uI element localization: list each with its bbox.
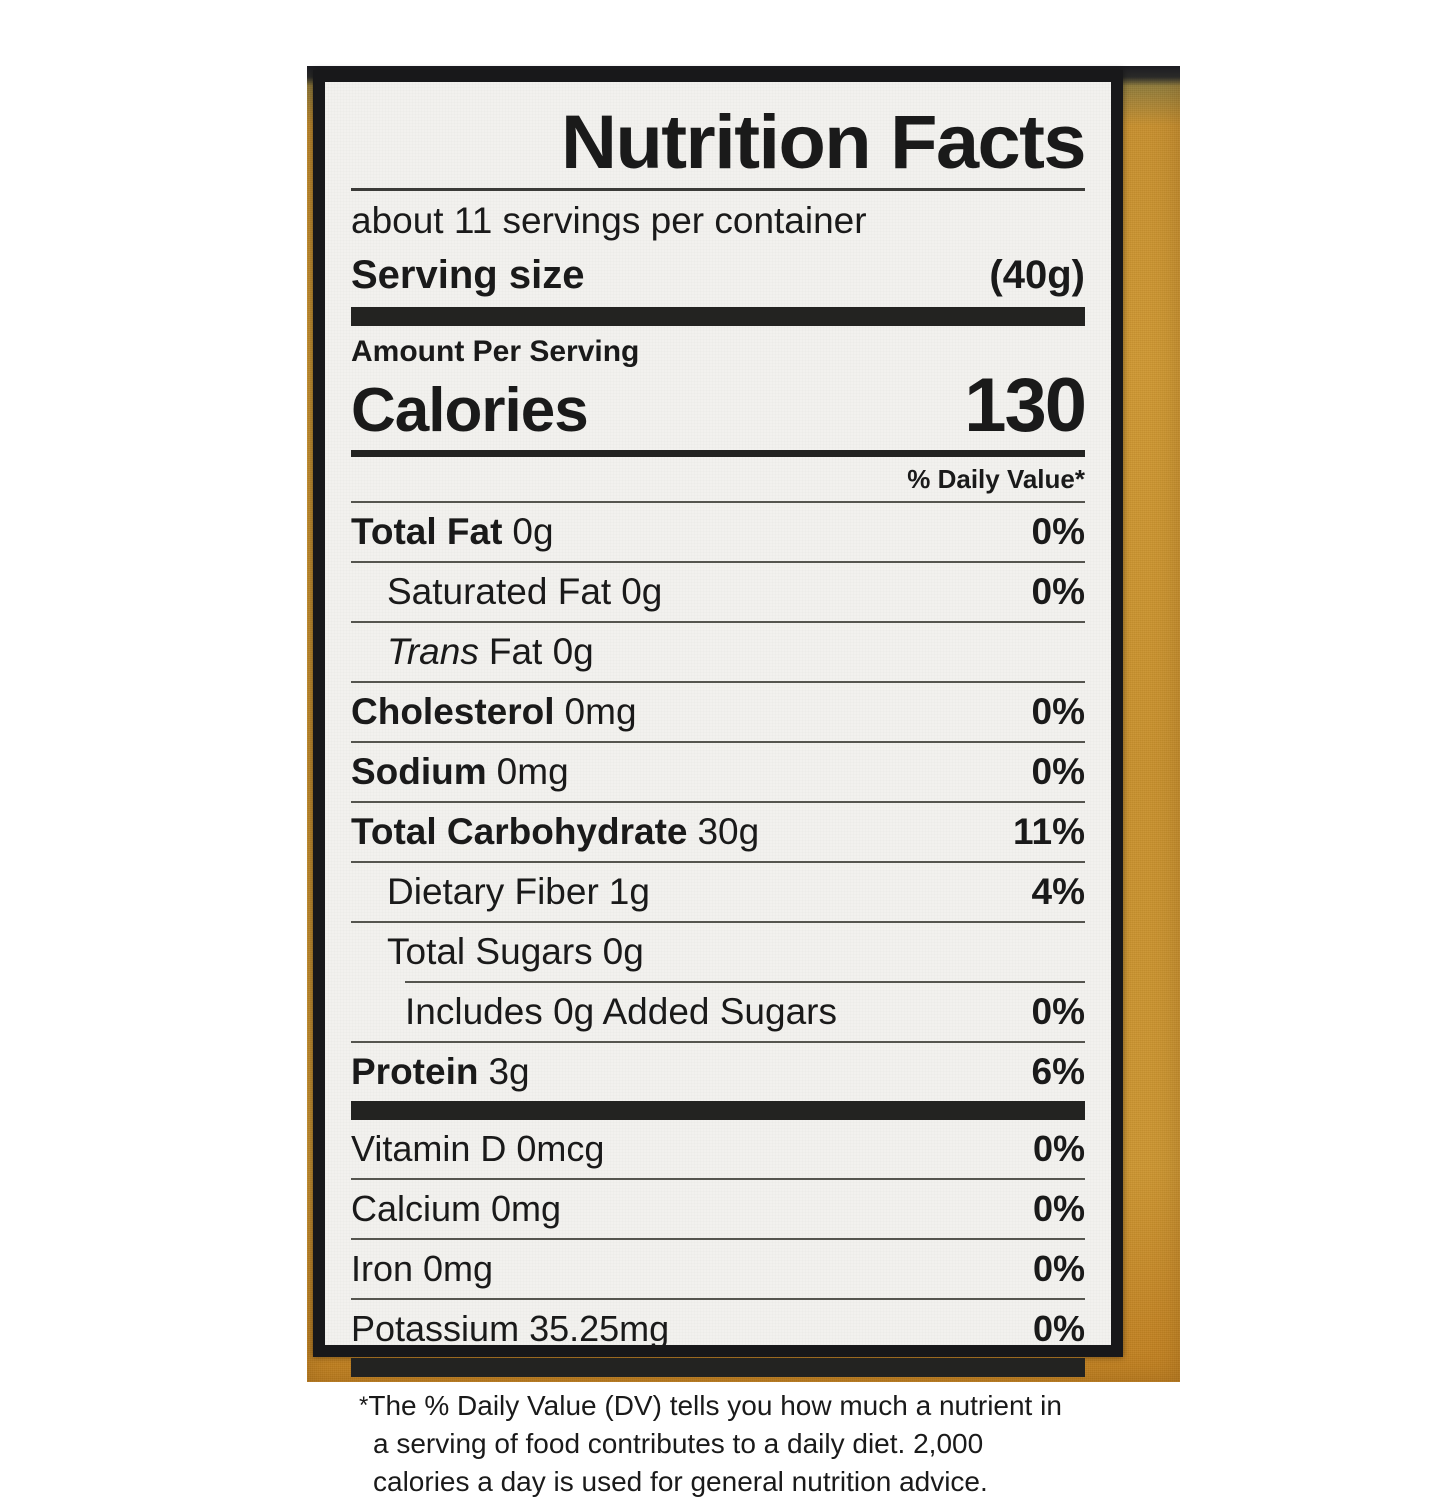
nutrient-row-saturated-fat: Saturated Fat 0g 0% [351,563,1085,621]
nutrient-name: Saturated Fat [387,571,612,612]
nutrient-amount: 1g [608,871,650,912]
nutrient-row-total-fat: Total Fat 0g 0% [351,503,1085,561]
nutrient-dv: 0% [1031,571,1085,612]
nutrient-amount: 0g [512,511,554,552]
divider-indented [405,981,1085,983]
micronutrient-row-iron: Iron 0mg 0% [351,1240,1085,1298]
micronutrient-name: Iron 0mg [351,1248,494,1289]
nutrient-name: Protein [351,1051,479,1092]
page-title: Nutrition Facts [560,100,1087,185]
nutrient-name: Sodium [351,751,487,792]
micronutrient-row-calcium: Calcium 0mg 0% [351,1180,1085,1238]
footnote-text: The % Daily Value (DV) tells you how muc… [368,1390,1062,1497]
servings-per-container: about 11 servings per container [351,200,867,241]
micronutrient-dv: 0% [1032,1128,1085,1169]
divider-under-protein [351,1101,1085,1120]
nutrient-row-total-sugars: Total Sugars 0g [351,923,1085,981]
nutrient-name: Includes 0g Added Sugars [405,991,837,1032]
divider [351,1041,1085,1043]
divider [351,1298,1085,1300]
nutrient-dv: 0% [1031,751,1085,792]
nutrient-row-added-sugars: Includes 0g Added Sugars 0% [351,983,1085,1041]
nutrient-dv: 4% [1031,871,1085,912]
daily-value-footnote: *The % Daily Value (DV) tells you how mu… [359,1377,1085,1501]
nutrient-amount: 0g [602,931,644,972]
divider [351,861,1085,863]
micronutrient-name: Potassium 35.25mg [351,1308,670,1349]
serving-size-value: (40g) [989,253,1085,297]
micronutrient-row-potassium: Potassium 35.25mg 0% [351,1300,1085,1358]
nutrient-amount: 0g [621,571,663,612]
micronutrient-row-vitamin-d: Vitamin D 0mcg 0% [351,1120,1085,1178]
nutrient-dv: 0% [1031,691,1085,732]
nutrient-row-total-carbohydrate: Total Carbohydrate 30g 11% [351,803,1085,861]
nutrition-facts-panel: Nutrition Facts about 11 servings per co… [313,70,1123,1497]
divider [351,801,1085,803]
divider-under-calories [351,450,1085,457]
divider-under-dv-header [351,501,1085,503]
divider-above-footnote [351,1358,1085,1377]
divider-under-title [351,188,1085,191]
divider [351,681,1085,683]
serving-size-row: Serving size (40g) [351,249,1085,307]
nutrient-name: Trans [387,631,479,672]
divider [351,1178,1085,1180]
calories-label: Calories [351,376,589,445]
amount-per-serving-label: Amount Per Serving [351,335,640,368]
divider [351,561,1085,563]
micronutrient-name: Vitamin D 0mcg [351,1128,605,1169]
nutrient-amount: 0mg [496,751,569,792]
nutrient-dv: 0% [1031,991,1085,1032]
micronutrient-dv: 0% [1032,1188,1085,1229]
calories-row: Calories 130 [351,363,1087,450]
footnote-asterisk: * [359,1392,369,1419]
nutrient-row-sodium: Sodium 0mg 0% [351,743,1085,801]
divider [351,1238,1085,1240]
divider [351,621,1085,623]
nutrient-name: Cholesterol [351,691,555,732]
divider [351,921,1085,923]
nutrient-row-protein: Protein 3g 6% [351,1043,1085,1101]
nutrient-name: Total Fat [351,511,503,552]
serving-size-label: Serving size [351,253,585,297]
divider [351,741,1085,743]
nutrient-amount: 30g [697,811,760,852]
nutrient-row-cholesterol: Cholesterol 0mg 0% [351,683,1085,741]
nutrient-name: Total Carbohydrate [351,811,688,852]
nutrient-row-dietary-fiber: Dietary Fiber 1g 4% [351,863,1085,921]
divider-under-serving-size [351,307,1085,326]
nutrient-name: Dietary Fiber [387,871,599,912]
nutrient-row-trans-fat: Trans Fat 0g [351,623,1085,681]
micronutrient-dv: 0% [1032,1308,1085,1349]
nutrient-name: Total Sugars [387,931,593,972]
micronutrient-name: Calcium 0mg [351,1188,562,1229]
nutrient-dv: 6% [1031,1051,1085,1092]
daily-value-header: % Daily Value* [907,464,1085,494]
micronutrient-dv: 0% [1032,1248,1085,1289]
nutrient-amount: 0mg [564,691,637,732]
nutrient-amount: 3g [488,1051,530,1092]
nutrient-amount: Fat 0g [488,631,594,672]
nutrient-dv: 0% [1031,511,1085,552]
nutrient-dv: 11% [1012,811,1085,852]
calories-value: 130 [964,363,1087,448]
